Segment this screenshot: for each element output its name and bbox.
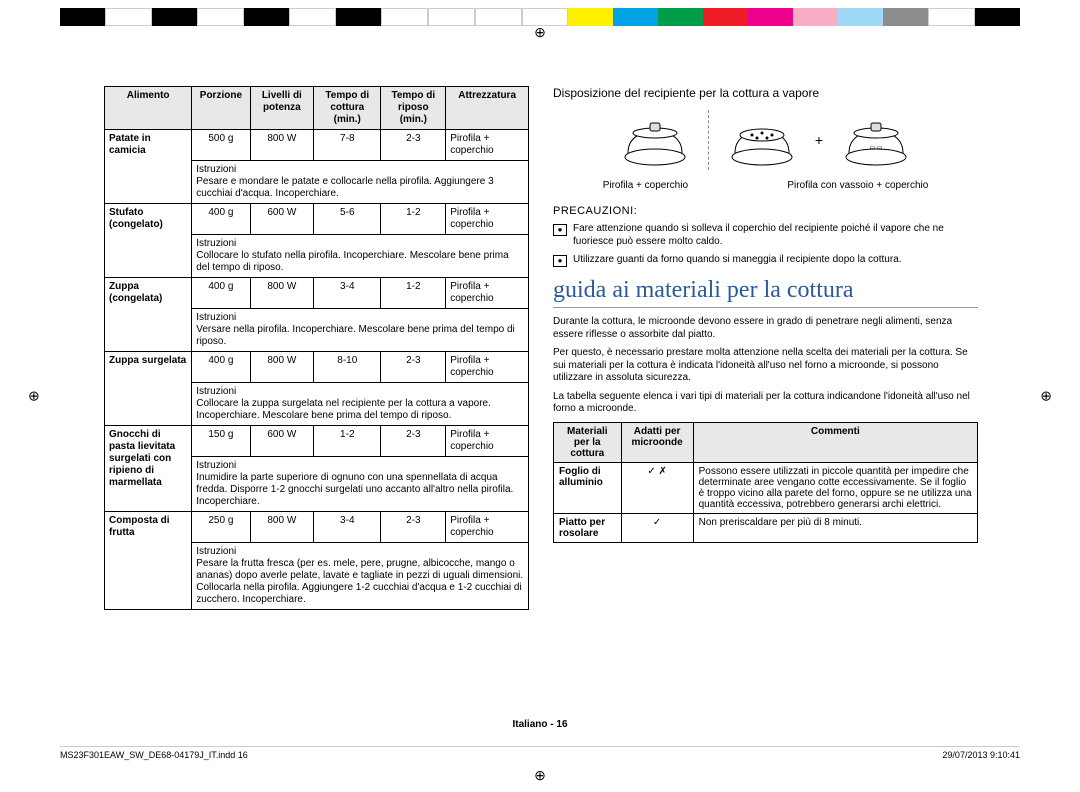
food-name: Zuppa surgelata [105,352,192,426]
instruction-cell: IstruzioniInumidire la parte superiore d… [192,457,529,512]
steamer-tray-icon [727,113,797,167]
food-name: Gnocchi di pasta lievitata surgelati con… [105,426,192,512]
steamer-caption-2: Pirofila con vassoio + coperchio [787,180,928,191]
materials-table: Materiali per la cotturaAdatti per micro… [553,422,978,543]
bullet-icon: ● [553,224,567,236]
material-suitable: ✓ ✗ [621,462,693,513]
material-comment: Possono essere utilizzati in piccole qua… [693,462,977,513]
table-header: Adatti per microonde [621,422,693,462]
material-comment: Non preriscaldare per più di 8 minuti. [693,513,977,542]
precaution-text-2: Utilizzare guanti da forno quando si man… [573,254,902,267]
food-name: Patate in camicia [105,130,192,204]
disposition-heading: Disposizione del recipiente per la cottu… [553,86,978,100]
file-name-footer: MS23F301EAW_SW_DE68-04179J_IT.indd 16 [60,750,248,760]
plus-separator: + [815,132,823,148]
table-header: Commenti [693,422,977,462]
file-date-footer: 29/07/2013 9:10:41 [942,750,1020,760]
food-name: Stufato (congelato) [105,204,192,278]
instruction-cell: IstruzioniPesare la frutta fresca (per e… [192,543,529,610]
registration-mark-bottom: ⊕ [534,767,546,784]
table-header: Materiali per la cottura [554,422,622,462]
table-header: Porzione [192,87,250,130]
food-name: Composta di frutta [105,512,192,610]
table-header: Livelli di potenza [250,87,314,130]
table-header: Tempo di riposo (min.) [381,87,446,130]
section-title: guida ai materiali per la cottura [553,277,978,308]
body-paragraph-3: La tabella seguente elenca i vari tipi d… [553,391,978,416]
steamer-complete-icon: ▭ ▭ [841,113,911,167]
instruction-cell: IstruzioniVersare nella pirofila. Incope… [192,309,529,352]
registration-mark-left: ⊕ [28,388,40,405]
steamer-basic-icon [620,113,690,167]
food-name: Zuppa (congelata) [105,278,192,352]
table-header: Attrezzatura [446,87,529,130]
steamer-diagram-row: + ▭ ▭ [553,110,978,170]
page-footer: Italiano - 16 [0,719,1080,730]
material-name: Foglio di alluminio [554,462,622,513]
body-paragraph-2: Per questo, è necessario prestare molta … [553,347,978,385]
table-header: Tempo di cottura (min.) [314,87,381,130]
steamer-caption-1: Pirofila + coperchio [603,180,688,191]
instruction-cell: IstruzioniPesare e mondare le patate e c… [192,161,529,204]
instruction-cell: IstruzioniCollocare lo stufato nella pir… [192,235,529,278]
registration-mark-right: ⊕ [1040,388,1052,405]
table-header: Alimento [105,87,192,130]
body-paragraph-1: Durante la cottura, le microonde devono … [553,316,978,341]
svg-text:▭ ▭: ▭ ▭ [870,145,883,151]
material-name: Piatto per rosolare [554,513,622,542]
bullet-icon: ● [553,255,567,267]
instruction-cell: IstruzioniCollocare la zuppa surgelata n… [192,383,529,426]
precautions-heading: PRECAUZIONI: [553,205,978,217]
registration-mark-top: ⊕ [534,24,546,41]
precaution-text-1: Fare attenzione quando si solleva il cop… [573,223,978,248]
material-suitable: ✓ [621,513,693,542]
cooking-table: AlimentoPorzioneLivelli di potenzaTempo … [104,86,529,610]
